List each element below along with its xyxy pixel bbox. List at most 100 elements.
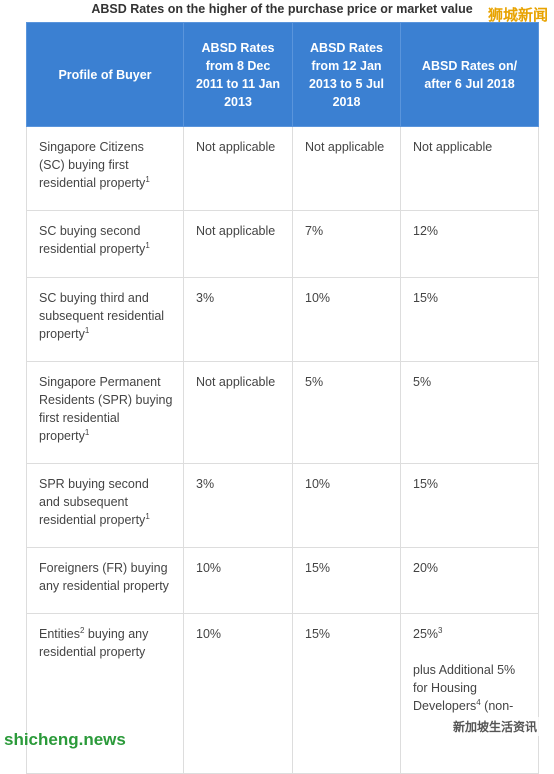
table-row: Singapore Permanent Residents (SPR) buyi…: [26, 361, 539, 464]
table-cell: 15%: [400, 277, 539, 362]
cell-paragraph: Not applicable: [196, 138, 282, 156]
table-cell: 10%: [183, 613, 293, 774]
cell-text: 15%: [305, 561, 331, 575]
cell-paragraph: 20%: [413, 559, 528, 577]
cell-text: 15%: [413, 291, 439, 305]
cell-text: 12%: [413, 224, 439, 238]
watermark: 狮城新闻: [487, 7, 548, 24]
table-cell: 10%: [183, 547, 293, 614]
header-row: Profile of Buyer ABSD Rates from 8 Dec 20…: [26, 22, 539, 127]
cell-paragraph: plus Additional 5% for Housing Developer…: [413, 661, 528, 715]
table-cell: 10%: [292, 277, 401, 362]
cell-text: 3%: [196, 291, 215, 305]
table-cell: 25%3 plus Additional 5% for Housing Devel…: [400, 613, 539, 774]
table-cell: 3%: [183, 277, 293, 362]
absd-table: Profile of Buyer ABSD Rates from 8 Dec 20…: [26, 22, 539, 774]
table-cell: Not applicable: [292, 126, 401, 211]
cell-paragraph: SPR buying second and subsequent residen…: [39, 475, 173, 529]
cell-paragraph: Not applicable: [196, 222, 282, 240]
table-cell: Not applicable: [183, 126, 293, 211]
table-title: ABSD Rates on the higher of the purchase…: [91, 2, 473, 16]
cell-paragraph: 7%: [305, 222, 390, 240]
cell-text: 15%: [413, 477, 439, 491]
cell-paragraph: Not applicable: [413, 138, 528, 156]
cell-text: 25%: [413, 627, 439, 641]
table-row: Singapore Citizens (SC) buying first res…: [26, 126, 539, 211]
header-cell: ABSD Rates from 12 Jan 2013 to 5 Jul 201…: [292, 22, 401, 127]
table-cell: SC buying second residential property1: [26, 210, 184, 278]
table-cell: Not applicable: [400, 126, 539, 211]
cell-text: 3%: [196, 477, 215, 491]
footnote-marker: 1: [84, 427, 90, 437]
cell-paragraph: 10%: [196, 625, 282, 643]
footnote-marker: 1: [145, 240, 150, 250]
cell-text: 10%: [305, 477, 331, 491]
cell-text: SC buying third and subsequent residenti…: [39, 291, 165, 341]
table-cell: Singapore Permanent Residents (SPR) buyi…: [26, 361, 184, 464]
cell-text: 10%: [305, 291, 331, 305]
table-cell: 12%: [400, 210, 539, 278]
table-cell: 15%: [292, 613, 401, 774]
cell-paragraph: SC buying third and subsequent residenti…: [39, 289, 173, 343]
cell-paragraph: SC buying second residential property1: [39, 222, 173, 258]
watermark: shicheng.news: [4, 730, 126, 749]
cell-paragraph: 10%: [305, 289, 390, 307]
table-cell: Singapore Citizens (SC) buying first res…: [26, 126, 184, 211]
cell-paragraph: 15%: [305, 559, 390, 577]
table-cell: 3%: [183, 463, 293, 548]
cell-paragraph: Singapore Citizens (SC) buying first res…: [39, 138, 173, 192]
table-row: Foreigners (FR) buying any residential p…: [26, 547, 539, 614]
cell-paragraph: Foreigners (FR) buying any residential p…: [39, 559, 173, 595]
table-cell: Not applicable: [183, 210, 293, 278]
cell-paragraph: 10%: [305, 475, 390, 493]
cell-paragraph: 15%: [305, 625, 390, 643]
cell-text: Singapore Citizens (SC) buying first res…: [39, 140, 146, 190]
cell-text: Foreigners (FR) buying any residential p…: [39, 561, 169, 593]
table-cell: SC buying third and subsequent residenti…: [26, 277, 184, 362]
cell-text: plus Additional 5% for Housing Developer…: [413, 663, 516, 713]
cell-text: 10%: [196, 561, 222, 575]
table-cell: 15%: [400, 463, 539, 548]
cell-text: (non-: [480, 699, 514, 713]
cell-text: Not applicable: [305, 140, 385, 154]
cell-text: 10%: [196, 627, 222, 641]
table-body: Singapore Citizens (SC) buying first res…: [26, 126, 539, 774]
cell-text: Not applicable: [196, 140, 276, 154]
footnote-marker: 4: [476, 697, 481, 707]
cell-text: Singapore Permanent Residents (SPR) buyi…: [39, 375, 173, 443]
header-cell: Profile of Buyer: [26, 22, 184, 127]
cell-text: Entities: [39, 627, 80, 641]
cell-text: 5%: [413, 375, 432, 389]
cell-paragraph: 5%: [305, 373, 390, 391]
cell-text: 15%: [305, 627, 331, 641]
table-cell: 10%: [292, 463, 401, 548]
cell-paragraph: 25%3: [413, 625, 528, 643]
cell-text: Not applicable: [413, 140, 493, 154]
table-row: SC buying second residential property1 No…: [26, 210, 539, 278]
cell-paragraph: 3%: [196, 475, 282, 493]
table-cell: 15%: [292, 547, 401, 614]
cell-text: Not applicable: [196, 375, 276, 389]
header-cell: ABSD Rates on/ after 6 Jul 2018: [400, 22, 539, 127]
footnote-marker: 1: [145, 511, 150, 521]
table-cell: Not applicable: [183, 361, 293, 464]
watermark: 新加坡生活资讯: [449, 717, 540, 736]
cell-paragraph: 10%: [196, 559, 282, 577]
cell-paragraph: 3%: [196, 289, 282, 307]
cell-paragraph: 5%: [413, 373, 528, 391]
table-cell: 7%: [292, 210, 401, 278]
table-cell: 20%: [400, 547, 539, 614]
cell-text: 5%: [305, 375, 324, 389]
cell-paragraph: Not applicable: [196, 373, 282, 391]
footnote-marker: 1: [145, 174, 150, 184]
cell-paragraph: Not applicable: [305, 138, 390, 156]
table-row: Entities2 buying any residential propert…: [26, 613, 539, 774]
cell-paragraph: 15%: [413, 475, 528, 493]
cell-text: SC buying second residential property: [39, 224, 146, 256]
table-cell: Entities2 buying any residential propert…: [26, 613, 184, 774]
cell-text: 20%: [413, 561, 439, 575]
cell-text: SPR buying second and subsequent residen…: [39, 477, 149, 527]
table-cell: 5%: [292, 361, 401, 464]
table-row: SC buying third and subsequent residenti…: [26, 277, 539, 362]
footnote-marker: 2: [80, 625, 85, 635]
